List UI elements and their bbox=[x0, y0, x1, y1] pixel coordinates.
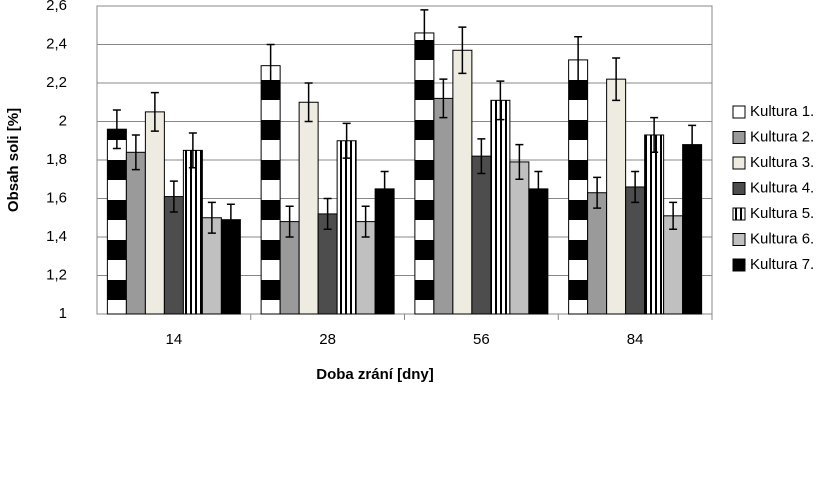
bar bbox=[125, 151, 146, 315]
x-tick-label: 56 bbox=[473, 331, 490, 348]
y-axis-title: Obsah soli [%] bbox=[5, 108, 22, 212]
error-bar bbox=[342, 122, 351, 159]
x-tick-label: 28 bbox=[319, 331, 336, 348]
error-bar bbox=[496, 80, 505, 121]
error-bar bbox=[150, 91, 159, 132]
bar bbox=[644, 134, 665, 315]
bar bbox=[144, 111, 165, 315]
error-bar bbox=[188, 132, 197, 169]
legend-swatch bbox=[732, 207, 746, 221]
bar bbox=[182, 149, 203, 315]
x-axis-title: Doba zrání [dny] bbox=[316, 366, 434, 383]
y-tick-label: 1 bbox=[59, 305, 67, 322]
error-bar bbox=[226, 203, 235, 236]
error-bar bbox=[169, 180, 178, 213]
error-bar bbox=[266, 43, 275, 88]
legend-label: Kultura 2. bbox=[750, 128, 814, 145]
legend-label: Kultura 3. bbox=[750, 154, 814, 171]
error-bar bbox=[515, 143, 524, 180]
error-bar bbox=[574, 36, 583, 84]
y-tick-label: 1,6 bbox=[46, 189, 67, 206]
y-tick-label: 2,4 bbox=[46, 35, 67, 52]
legend-swatch bbox=[732, 233, 746, 246]
bar bbox=[260, 65, 281, 315]
bar bbox=[374, 188, 395, 315]
legend-label: Kultura 5. bbox=[750, 205, 814, 222]
error-bar bbox=[612, 57, 621, 102]
error-bar bbox=[323, 197, 332, 231]
error-bar bbox=[650, 116, 659, 154]
legend-label: Kultura 6. bbox=[750, 230, 814, 247]
legend-label: Kultura 7. bbox=[750, 256, 814, 273]
error-bar bbox=[131, 134, 140, 171]
legend-label: Kultura 4. bbox=[750, 179, 814, 196]
bar bbox=[433, 97, 454, 315]
legend-swatch bbox=[732, 258, 746, 272]
y-tick-label: 1,4 bbox=[46, 228, 67, 245]
bar bbox=[336, 140, 357, 315]
error-bar bbox=[631, 170, 640, 204]
bar bbox=[625, 186, 646, 315]
y-tick-label: 1,8 bbox=[46, 151, 67, 168]
error-bar bbox=[361, 205, 370, 238]
bar bbox=[587, 192, 608, 315]
bar bbox=[528, 188, 549, 315]
error-bar bbox=[207, 201, 216, 234]
error-bar bbox=[439, 78, 448, 119]
bar bbox=[471, 155, 492, 315]
legend-swatch bbox=[732, 131, 746, 144]
bar bbox=[606, 78, 627, 315]
bar bbox=[568, 59, 589, 315]
bar bbox=[663, 215, 684, 315]
error-bar bbox=[112, 109, 121, 150]
bar bbox=[490, 99, 511, 315]
x-tick-label: 14 bbox=[166, 331, 183, 348]
error-bar bbox=[669, 201, 678, 231]
bar bbox=[298, 101, 319, 315]
y-tick-label: 2,2 bbox=[46, 74, 67, 91]
error-bar bbox=[380, 170, 389, 207]
error-bar bbox=[420, 9, 429, 57]
bar bbox=[163, 196, 184, 315]
bar bbox=[682, 144, 703, 315]
error-bar bbox=[458, 26, 467, 75]
error-bar bbox=[285, 205, 294, 238]
bar bbox=[452, 49, 473, 315]
y-tick-label: 1,2 bbox=[46, 266, 67, 283]
legend-swatch bbox=[732, 105, 746, 119]
legend-swatch bbox=[732, 156, 746, 170]
error-bar bbox=[534, 170, 543, 207]
legend-label: Kultura 1. bbox=[750, 103, 814, 120]
x-tick-label: 84 bbox=[627, 331, 644, 348]
y-tick-label: 2 bbox=[59, 112, 67, 129]
error-bar bbox=[304, 82, 313, 123]
error-bar bbox=[688, 124, 697, 165]
legend-swatch bbox=[732, 182, 746, 195]
bar bbox=[509, 161, 530, 315]
bar bbox=[414, 32, 435, 315]
error-bar bbox=[477, 138, 486, 175]
y-tick-label: 2,6 bbox=[46, 0, 67, 14]
bar bbox=[106, 128, 127, 315]
error-bar bbox=[593, 176, 602, 209]
